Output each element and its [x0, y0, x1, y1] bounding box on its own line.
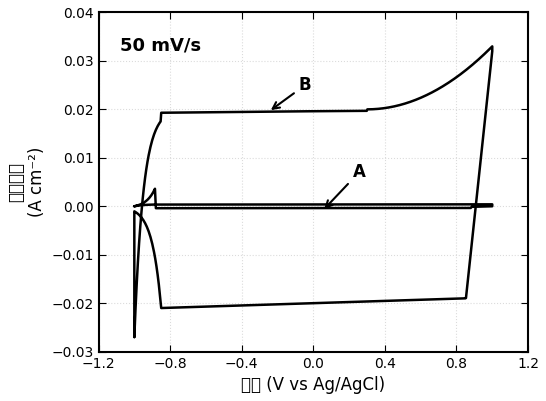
- Y-axis label: 电流密度
(A cm⁻²): 电流密度 (A cm⁻²): [7, 147, 46, 217]
- Text: A: A: [326, 163, 365, 207]
- Text: 50 mV/s: 50 mV/s: [120, 36, 201, 54]
- X-axis label: 电压 (V vs Ag/AgCl): 电压 (V vs Ag/AgCl): [241, 376, 385, 394]
- Text: B: B: [272, 76, 312, 109]
